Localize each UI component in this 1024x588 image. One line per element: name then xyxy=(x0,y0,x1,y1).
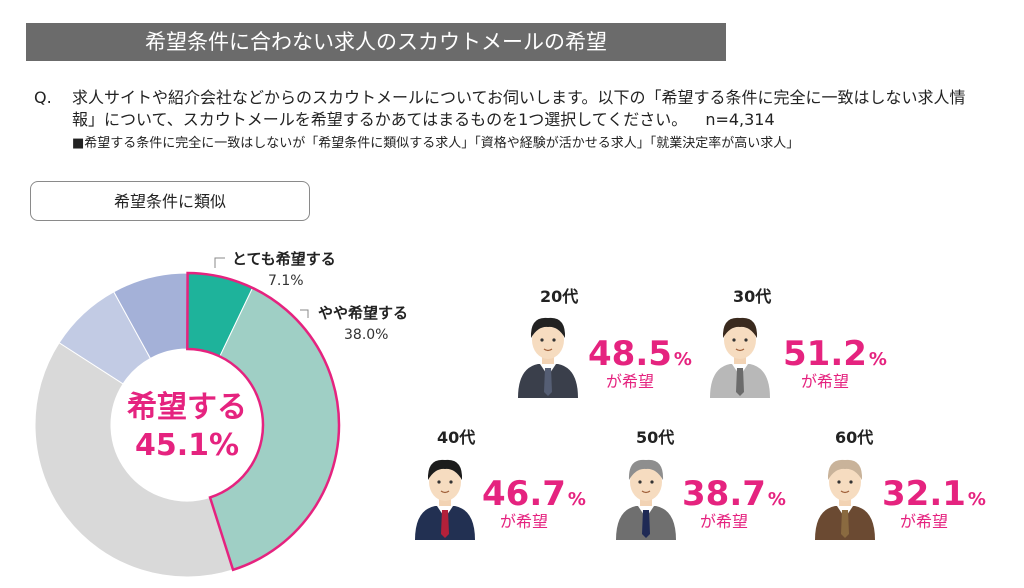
age-label: 20代 xyxy=(540,287,578,306)
face xyxy=(532,321,564,359)
callout-line xyxy=(214,257,225,268)
face xyxy=(829,463,861,501)
percent-sign: % xyxy=(568,489,586,510)
center-label: 希望する xyxy=(127,390,247,425)
face xyxy=(429,463,461,501)
tie xyxy=(642,510,650,538)
age-percent: 46.7 xyxy=(482,474,566,514)
slice-label: とても希望する xyxy=(232,250,336,268)
sample-size: n=4,314 xyxy=(705,110,775,129)
hair xyxy=(827,459,863,480)
mouth xyxy=(641,490,651,494)
center-value: 45.1% xyxy=(135,428,239,463)
hair xyxy=(427,459,463,480)
age-percent: 51.2 xyxy=(783,334,867,374)
callout-line xyxy=(300,309,309,318)
eye xyxy=(540,338,544,342)
face xyxy=(724,321,756,359)
eye xyxy=(744,338,748,342)
eye xyxy=(849,480,853,484)
mouth xyxy=(440,490,450,494)
question-label: Q. xyxy=(34,88,52,107)
question-text-wrap: 求人サイトや紹介会社などからのスカウトメールについてお伺いします。以下の「希望す… xyxy=(72,87,972,131)
eye xyxy=(837,480,841,484)
mouth xyxy=(840,490,850,494)
eye xyxy=(650,480,654,484)
face xyxy=(630,463,662,501)
question-text: 求人サイトや紹介会社などからのスカウトメールについてお伺いします。以下の「希望す… xyxy=(72,88,966,129)
ga-kibou-label: が希望 xyxy=(500,512,548,531)
mouth xyxy=(735,348,745,352)
age-label: 50代 xyxy=(636,428,674,447)
eye xyxy=(437,480,441,484)
age-percent: 48.5 xyxy=(588,334,672,374)
eye xyxy=(732,338,736,342)
slice-label: やや希望する xyxy=(318,304,408,322)
ga-kibou-label: が希望 xyxy=(700,512,748,531)
eye xyxy=(638,480,642,484)
slice-value-label: 7.1% xyxy=(268,273,304,289)
percent-sign: % xyxy=(968,489,986,510)
ga-kibou-label: が希望 xyxy=(801,372,849,391)
donut-slice xyxy=(34,342,234,578)
tie xyxy=(441,510,449,538)
ga-kibou-label: が希望 xyxy=(900,512,948,531)
question-note: ■希望する条件に完全に一致はしないが「希望条件に類似する求人」「資格や経験が活か… xyxy=(72,136,800,151)
slice-value-label: 38.0% xyxy=(344,327,388,343)
percent-sign: % xyxy=(674,349,692,370)
highlight-outline xyxy=(186,271,341,572)
age-percent: 32.1 xyxy=(882,474,966,514)
percent-sign: % xyxy=(869,349,887,370)
tie xyxy=(544,368,552,396)
tie xyxy=(736,368,744,396)
eye xyxy=(552,338,556,342)
eye xyxy=(449,480,453,484)
page-title: 希望条件に合わない求人のスカウトメールの希望 xyxy=(26,23,726,61)
hair xyxy=(530,317,566,338)
hair xyxy=(722,317,758,338)
mouth xyxy=(543,348,553,352)
age-label: 40代 xyxy=(437,428,475,447)
age-label: 30代 xyxy=(733,287,771,306)
tie xyxy=(841,510,849,538)
percent-sign: % xyxy=(768,489,786,510)
age-percent: 38.7 xyxy=(682,474,766,514)
age-label: 60代 xyxy=(835,428,873,447)
hair xyxy=(628,459,664,480)
subheading-box: 希望条件に類似 xyxy=(30,181,310,221)
ga-kibou-label: が希望 xyxy=(606,372,654,391)
